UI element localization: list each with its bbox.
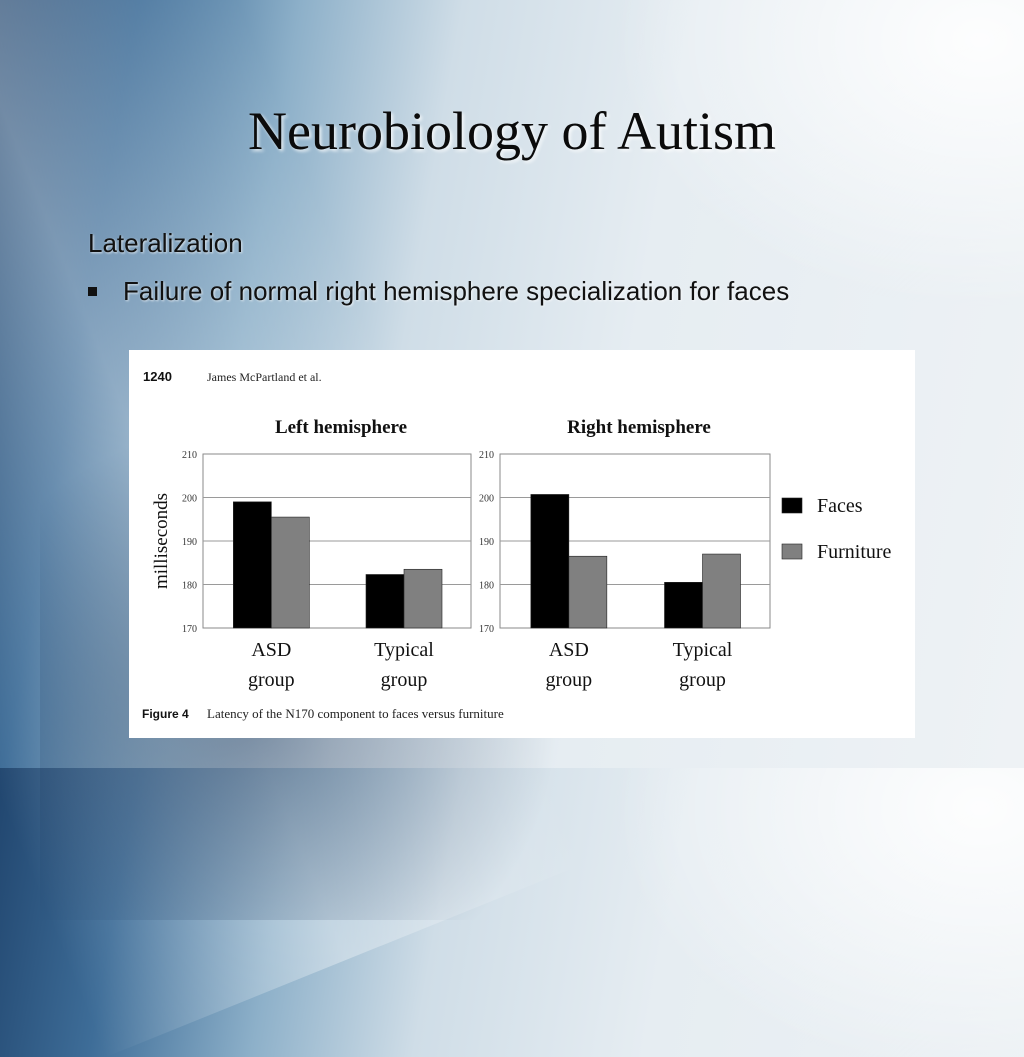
bullet-text: Failure of normal right hemisphere speci… <box>123 276 790 306</box>
figure-svg: 1240 James McPartland et al. Left hemisp… <box>142 369 892 721</box>
chart2-y-tick-label: 170 <box>479 624 494 635</box>
chart2-y-tick-label: 180 <box>479 581 494 592</box>
chart1-y-tick-label: 210 <box>182 450 197 461</box>
chart2-bar-faces-typical <box>664 582 703 629</box>
bullet-item: Failure of normal right hemisphere speci… <box>88 276 789 307</box>
chart1-category-label: group <box>381 669 428 691</box>
chart1-category-label: group <box>248 669 295 691</box>
slide-subheading: Lateralization <box>88 228 243 258</box>
figure-page-number: 1240 <box>143 369 172 384</box>
chart2-bar-furniture-asd <box>568 555 608 629</box>
chart1-bar-faces-typical <box>365 574 405 629</box>
chart2-title: Right hemisphere <box>567 417 711 438</box>
chart1-category-label: Typical <box>374 639 434 661</box>
legend-swatch-furniture <box>781 543 803 560</box>
chart1-y-tick-label: 190 <box>182 537 197 548</box>
chart1-title: Left hemisphere <box>275 417 407 438</box>
chart1-bar-furniture-typical <box>403 568 443 629</box>
slide-title: Neurobiology of Autism <box>248 101 776 161</box>
chart-legend: Faces Furniture <box>781 495 892 563</box>
chart-right-hemisphere: Right hemisphere 210 200 190 180 170 ASD group T… <box>479 417 771 691</box>
chart2-category-label: group <box>546 669 593 691</box>
chart1-bar-furniture-asd <box>271 516 310 629</box>
chart2-y-tick-label: 200 <box>479 494 494 505</box>
figure-caption-label: Figure 4 <box>142 707 189 721</box>
chart1-category-label: ASD <box>251 639 291 661</box>
figure-caption-text: Latency of the N170 component to faces v… <box>207 706 504 721</box>
chart2-category-label: ASD <box>549 639 589 661</box>
legend-label-faces: Faces <box>817 495 863 517</box>
chart1-y-tick-label: 200 <box>182 494 197 505</box>
chart-left-hemisphere: Left hemisphere 210 200 190 180 170 millisecon… <box>151 417 472 691</box>
chart2-category-label: group <box>679 669 726 691</box>
legend-swatch-faces <box>781 497 803 514</box>
figure-image: 1240 James McPartland et al. Left hemisp… <box>129 350 915 738</box>
chart2-y-tick-label: 210 <box>479 450 494 461</box>
chart2-bar-furniture-typical <box>702 553 741 629</box>
chart1-y-tick-label: 170 <box>182 624 197 635</box>
chart2-bar-faces-asd <box>530 494 570 629</box>
chart1-bar-faces-asd <box>233 501 272 629</box>
chart2-y-tick-label: 190 <box>479 537 494 548</box>
chart2-category-label: Typical <box>673 639 733 661</box>
legend-label-furniture: Furniture <box>817 541 892 563</box>
square-bullet-icon <box>88 287 97 296</box>
chart1-y-axis-label: milliseconds <box>151 493 172 589</box>
figure-authors: James McPartland et al. <box>207 370 322 384</box>
chart1-y-tick-label: 180 <box>182 581 197 592</box>
